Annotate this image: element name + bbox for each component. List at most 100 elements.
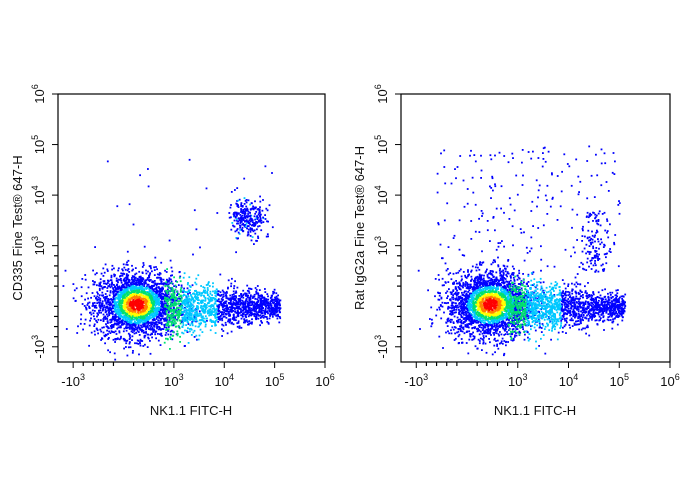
event-point [257, 216, 259, 219]
event-point [236, 203, 239, 206]
event-point [216, 212, 219, 214]
event-point [140, 281, 143, 284]
event-point [239, 214, 242, 216]
event-point [102, 294, 104, 297]
event-point [145, 301, 148, 304]
event-point [147, 323, 149, 325]
event-point [250, 307, 253, 310]
event-point [153, 274, 156, 276]
event-point [125, 342, 128, 345]
event-point [204, 310, 207, 313]
event-point [250, 239, 253, 242]
event-point [234, 280, 236, 283]
event-point [446, 325, 449, 327]
event-point [126, 261, 128, 264]
event-point [126, 289, 129, 291]
event-point [189, 308, 192, 310]
event-point [452, 328, 455, 331]
event-point [454, 286, 457, 288]
event-point [189, 314, 191, 317]
event-point [169, 330, 172, 333]
event-point [107, 301, 110, 304]
event-point [270, 300, 272, 302]
event-point [228, 310, 231, 313]
event-point [146, 278, 149, 281]
event-point [250, 219, 253, 222]
event-point [77, 325, 79, 328]
event-point [97, 318, 100, 321]
event-point [123, 309, 126, 312]
event-point [167, 291, 170, 294]
event-point [189, 312, 192, 315]
event-point [532, 271, 535, 274]
event-point [173, 293, 176, 295]
event-point [234, 298, 237, 300]
event-point [262, 307, 264, 310]
event-point [148, 279, 151, 281]
event-point [223, 302, 225, 305]
plot-frame-left [57, 93, 326, 363]
event-point [272, 292, 275, 295]
event-point [202, 310, 204, 313]
event-point [226, 305, 228, 307]
event-point [238, 233, 241, 235]
event-point [244, 300, 247, 303]
event-point [204, 308, 207, 311]
event-point [118, 296, 121, 299]
event-point [196, 294, 199, 296]
event-point [140, 301, 142, 304]
event-point [128, 335, 131, 337]
event-point [130, 327, 133, 330]
event-point [482, 285, 485, 287]
event-point [174, 320, 176, 323]
event-point [174, 318, 176, 321]
event-point [161, 315, 164, 317]
event-point [142, 301, 144, 304]
event-point [160, 321, 163, 324]
event-point [236, 228, 239, 230]
event-point [150, 325, 153, 328]
event-point [241, 223, 244, 226]
event-point [92, 304, 95, 307]
event-point [183, 310, 186, 312]
event-point [133, 282, 136, 284]
event-point [117, 318, 120, 321]
event-point [232, 298, 235, 301]
event-point [129, 292, 132, 294]
event-point [191, 321, 194, 323]
event-point [114, 310, 117, 313]
event-point [550, 338, 552, 341]
event-point [169, 290, 172, 293]
event-point [118, 306, 121, 309]
event-point [134, 324, 136, 327]
event-point [167, 309, 170, 312]
event-point [209, 308, 212, 311]
event-point [256, 312, 259, 315]
event-point [163, 295, 166, 298]
event-point [206, 302, 209, 305]
event-point [171, 302, 173, 304]
event-point [231, 277, 233, 280]
event-point [144, 302, 147, 304]
event-point [249, 218, 252, 220]
event-point [240, 205, 243, 208]
event-point [107, 349, 109, 352]
event-point [130, 297, 133, 299]
event-point [158, 297, 160, 300]
event-point [260, 229, 263, 232]
event-point [205, 284, 208, 286]
event-point [502, 279, 505, 281]
event-point [175, 311, 178, 313]
event-point [103, 282, 105, 285]
event-point [258, 219, 261, 222]
event-point [249, 294, 252, 297]
event-point [101, 287, 104, 289]
event-point [232, 213, 235, 216]
event-point [107, 279, 109, 282]
event-point [139, 318, 142, 321]
event-point [239, 299, 242, 301]
event-point [97, 332, 99, 335]
event-point [152, 312, 154, 315]
event-point [169, 336, 172, 339]
event-point [160, 277, 162, 280]
